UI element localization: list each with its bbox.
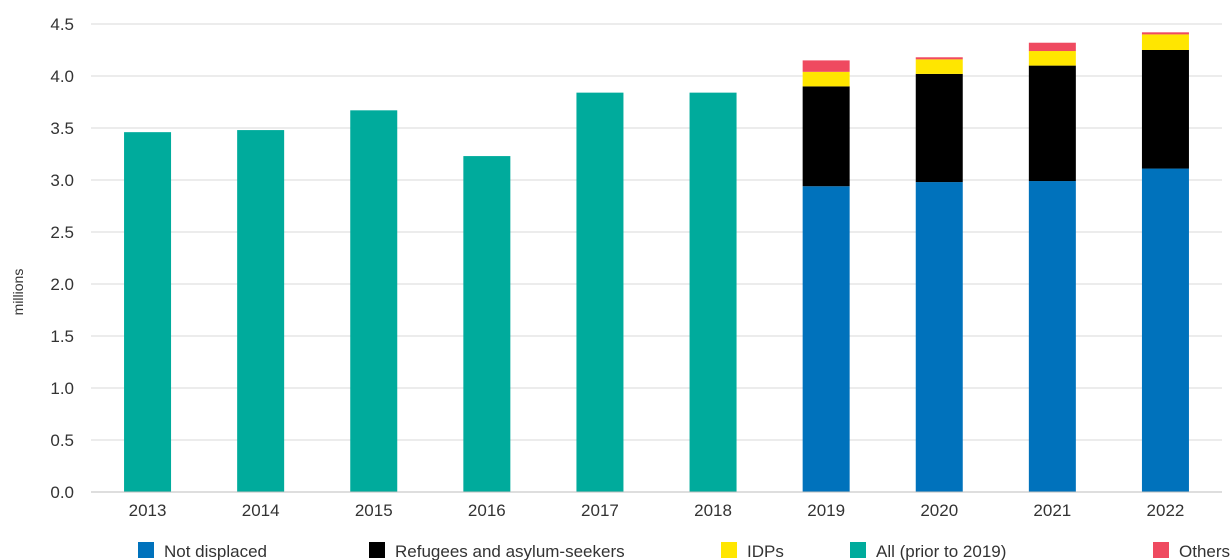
- legend-swatch: [1153, 542, 1169, 558]
- x-tick-label: 2018: [694, 501, 732, 520]
- y-tick-label: 1.5: [50, 327, 74, 346]
- x-tick-label: 2017: [581, 501, 619, 520]
- bar-2019-not-displaced: [802, 186, 850, 493]
- bar-2021-refugees-and-asylum-seekers: [1028, 65, 1076, 182]
- bar-2022-refugees-and-asylum-seekers: [1141, 50, 1189, 169]
- bar-2022-idps: [1141, 34, 1189, 50]
- y-tick-label: 0.0: [50, 483, 74, 502]
- bar-2017-all-prior-to-2019-: [576, 92, 624, 492]
- legend-swatch: [721, 542, 737, 558]
- bar-2020-idps: [915, 59, 963, 74]
- bar-2019-others: [802, 60, 850, 72]
- legend-label: All (prior to 2019): [876, 542, 1006, 560]
- bar-2021-not-displaced: [1028, 181, 1076, 493]
- bar-2020-not-displaced: [915, 182, 963, 492]
- bar-2019-refugees-and-asylum-seekers: [802, 86, 850, 187]
- bar-2018-all-prior-to-2019-: [689, 92, 737, 492]
- x-tick-label: 2015: [355, 501, 393, 520]
- legend-swatch: [850, 542, 866, 558]
- legend-label: Others: [1179, 542, 1230, 560]
- y-tick-label: 1.0: [50, 379, 74, 398]
- x-tick-label: 2016: [468, 501, 506, 520]
- bar-2021-others: [1028, 42, 1076, 52]
- bar-2014-all-prior-to-2019-: [237, 130, 285, 492]
- legend-label: Refugees and asylum-seekers: [395, 542, 625, 560]
- bar-2022-not-displaced: [1141, 168, 1189, 492]
- legend-swatch: [369, 542, 385, 558]
- x-tick-label: 2014: [242, 501, 280, 520]
- bar-2016-all-prior-to-2019-: [463, 156, 511, 492]
- y-tick-label: 4.0: [50, 67, 74, 86]
- y-tick-label: 2.5: [50, 223, 74, 242]
- y-axis-title: millions: [10, 269, 26, 316]
- y-tick-label: 4.5: [50, 15, 74, 34]
- bar-2013-all-prior-to-2019-: [124, 132, 172, 492]
- bar-2021-idps: [1028, 51, 1076, 66]
- x-axis-ticks: 2013 2014 2015 2016 2017 2018 2019 2020 2021 2022: [129, 501, 1185, 520]
- bars: [124, 32, 1189, 493]
- bar-2020-others: [915, 57, 963, 60]
- legend-label: Not displaced: [164, 542, 267, 560]
- bar-2020-refugees-and-asylum-seekers: [915, 73, 963, 183]
- legend-swatch: [138, 542, 154, 558]
- legend-label: IDPs: [747, 542, 784, 560]
- x-tick-label: 2013: [129, 501, 167, 520]
- x-tick-label: 2019: [807, 501, 845, 520]
- x-tick-label: 2020: [920, 501, 958, 520]
- y-tick-label: 2.0: [50, 275, 74, 294]
- x-tick-label: 2022: [1147, 501, 1185, 520]
- y-axis-ticks: 0.0 0.5 1.0 1.5 2.0 2.5 3.0 3.5 4.0 4.5: [50, 15, 74, 502]
- bar-2022-others: [1141, 32, 1189, 35]
- y-tick-label: 0.5: [50, 431, 74, 450]
- bar-2019-idps: [802, 71, 850, 87]
- y-tick-label: 3.0: [50, 171, 74, 190]
- legend: Not displaced Refugees and asylum-seekers…: [138, 542, 1230, 560]
- x-tick-label: 2021: [1033, 501, 1071, 520]
- y-tick-label: 3.5: [50, 119, 74, 138]
- bar-2015-all-prior-to-2019-: [350, 110, 398, 492]
